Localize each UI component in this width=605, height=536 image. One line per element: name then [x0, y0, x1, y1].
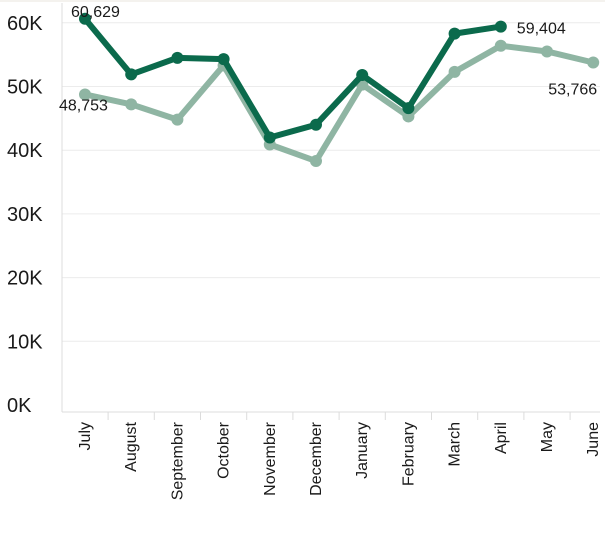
- data-point: [494, 39, 507, 52]
- data-point: [448, 65, 461, 78]
- data-point: [310, 155, 322, 168]
- data-point: [310, 118, 322, 131]
- y-tick-label: 40K: [7, 140, 43, 162]
- y-tick-label: 60K: [7, 13, 43, 35]
- data-label: 53,766: [548, 82, 597, 99]
- x-tick-label: March: [447, 422, 464, 466]
- x-tick-label: December: [308, 421, 325, 495]
- x-tick-label: November: [262, 421, 279, 495]
- data-label: 60,629: [71, 4, 120, 21]
- data-point: [171, 51, 184, 64]
- data-point: [79, 88, 91, 101]
- y-tick-label: 10K: [7, 331, 43, 353]
- data-point: [217, 53, 230, 66]
- data-point: [263, 131, 276, 144]
- y-tick-label: 50K: [7, 77, 43, 99]
- data-point: [356, 69, 369, 82]
- x-tick-label: January: [354, 422, 371, 479]
- x-tick-label: August: [123, 421, 140, 471]
- y-tick-label: 0K: [7, 395, 32, 417]
- x-tick-label: October: [216, 421, 233, 479]
- x-tick-label: May: [539, 422, 556, 452]
- x-tick-label: June: [585, 422, 602, 457]
- series-line: [82, 15, 504, 141]
- series-line: [82, 42, 597, 165]
- x-tick-label: September: [169, 421, 186, 500]
- data-label: 59,404: [517, 21, 566, 38]
- data-point: [587, 56, 600, 69]
- data-point: [125, 98, 138, 111]
- data-point: [79, 12, 91, 25]
- data-point: [402, 102, 415, 115]
- data-label: 48,753: [59, 97, 108, 114]
- data-point: [402, 110, 415, 123]
- x-tick-label: July: [77, 422, 94, 450]
- data-point: [448, 27, 461, 40]
- data-point: [125, 68, 138, 81]
- data-point: [541, 45, 553, 58]
- x-tick-label: February: [400, 422, 417, 486]
- data-point: [171, 113, 184, 126]
- data-point: [494, 20, 507, 33]
- y-tick-label: 30K: [7, 204, 43, 226]
- y-tick-label: 20K: [7, 268, 43, 290]
- x-tick-label: April: [493, 422, 510, 454]
